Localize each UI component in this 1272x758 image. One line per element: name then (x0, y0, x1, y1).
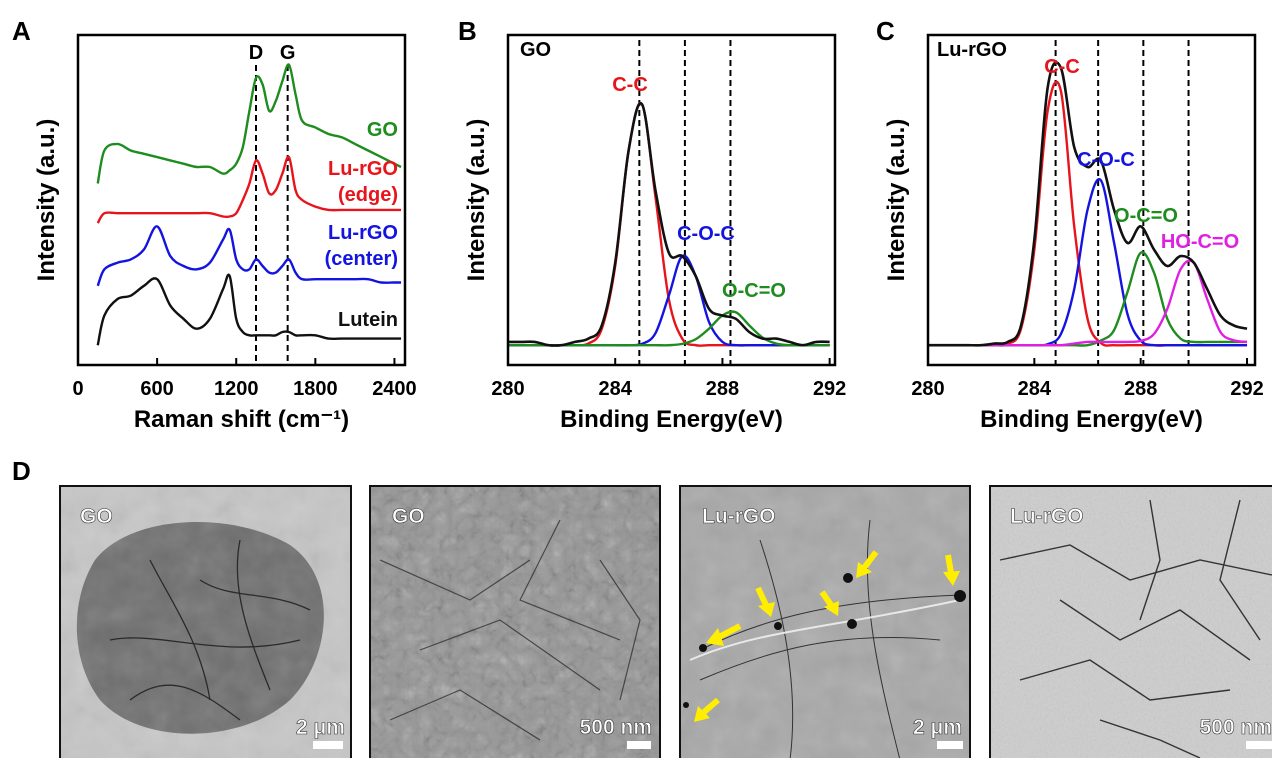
panel-title: Lu-rGO (937, 39, 1007, 61)
panel-label: C (876, 16, 895, 46)
micrograph (60, 485, 352, 758)
plot-frame (926, 33, 1257, 367)
scale-label: 500 nm (1200, 716, 1272, 739)
panel-label: D (12, 456, 31, 486)
series-line (96, 273, 402, 346)
series-label: C-C (1044, 56, 1080, 78)
scale-label: 2 μm (913, 716, 962, 739)
plot-frame (506, 33, 837, 367)
x-axis-label: Raman shift (cm⁻¹) (134, 406, 349, 433)
image-label: Lu-rGO (1010, 505, 1084, 528)
x-tick-label: 288 (1124, 378, 1157, 400)
x-tick-label: 292 (1230, 378, 1263, 400)
series-line (96, 155, 402, 224)
series-line (508, 101, 830, 347)
y-axis-label: Intensity (a.u.) (33, 119, 60, 282)
x-tick-label: 1200 (214, 378, 259, 400)
series-label: Lu-rGO (center) (325, 222, 398, 270)
series-label: HO-C=O (1161, 231, 1239, 253)
series-line (928, 251, 1248, 347)
x-tick-label: 280 (491, 378, 524, 400)
micrographs (59, 485, 1272, 758)
image-label: GO (392, 505, 425, 528)
micrograph (990, 485, 1272, 758)
chart: D G GO Lu-rGO (edge) Lu-rGO (center) Lutein 0 600… (33, 33, 417, 433)
x-tick-label: 288 (706, 378, 739, 400)
series-line (96, 225, 402, 287)
panel-label: B (458, 16, 477, 46)
series-label: GO (367, 119, 398, 141)
series-label: O-C=O (722, 280, 786, 302)
series-line (508, 102, 830, 347)
panel-title: GO (520, 39, 551, 61)
x-tick-label: 292 (813, 378, 846, 400)
series-label: Lutein (338, 309, 398, 331)
scale-label: 2 μm (296, 716, 345, 739)
chart: C-C C-O-C O-C=O GO 280 284 288 292 Binding Energ… (463, 33, 846, 433)
image-label: Lu-rGO (702, 505, 776, 528)
series-label: C-O-C (1077, 149, 1135, 171)
x-tick-label: 0 (72, 378, 83, 400)
series-line (96, 63, 402, 184)
x-tick-label: 284 (1018, 378, 1052, 400)
series-line (928, 61, 1248, 347)
x-tick-label: 2400 (372, 378, 417, 400)
series-label: Lu-rGO (edge) (328, 158, 398, 206)
image-label: GO (80, 505, 113, 528)
x-tick-label: 280 (911, 378, 944, 400)
y-axis-label: Intensity (a.u.) (883, 119, 910, 282)
chart: C-C C-O-C O-C=O HO-C=O Lu-rGO 280 284 288 292 Bin… (883, 33, 1264, 433)
x-tick-label: 1800 (293, 378, 338, 400)
peak-label: D (249, 42, 263, 64)
scale-label: 500 nm (580, 716, 652, 739)
micrograph (370, 485, 660, 758)
x-axis-label: Binding Energy(eV) (560, 406, 783, 433)
x-axis-label: Binding Energy(eV) (980, 406, 1203, 433)
micrograph (680, 485, 970, 758)
y-axis-label: Intensity (a.u.) (463, 119, 490, 282)
plot-frame (76, 33, 407, 367)
x-tick-label: 600 (140, 378, 173, 400)
peak-label: G (280, 42, 296, 64)
panel-label: A (12, 16, 31, 46)
series-label: C-O-C (677, 223, 735, 245)
series-label: C-C (612, 74, 648, 96)
series-label: O-C=O (1114, 205, 1178, 227)
x-tick-label: 284 (599, 378, 633, 400)
